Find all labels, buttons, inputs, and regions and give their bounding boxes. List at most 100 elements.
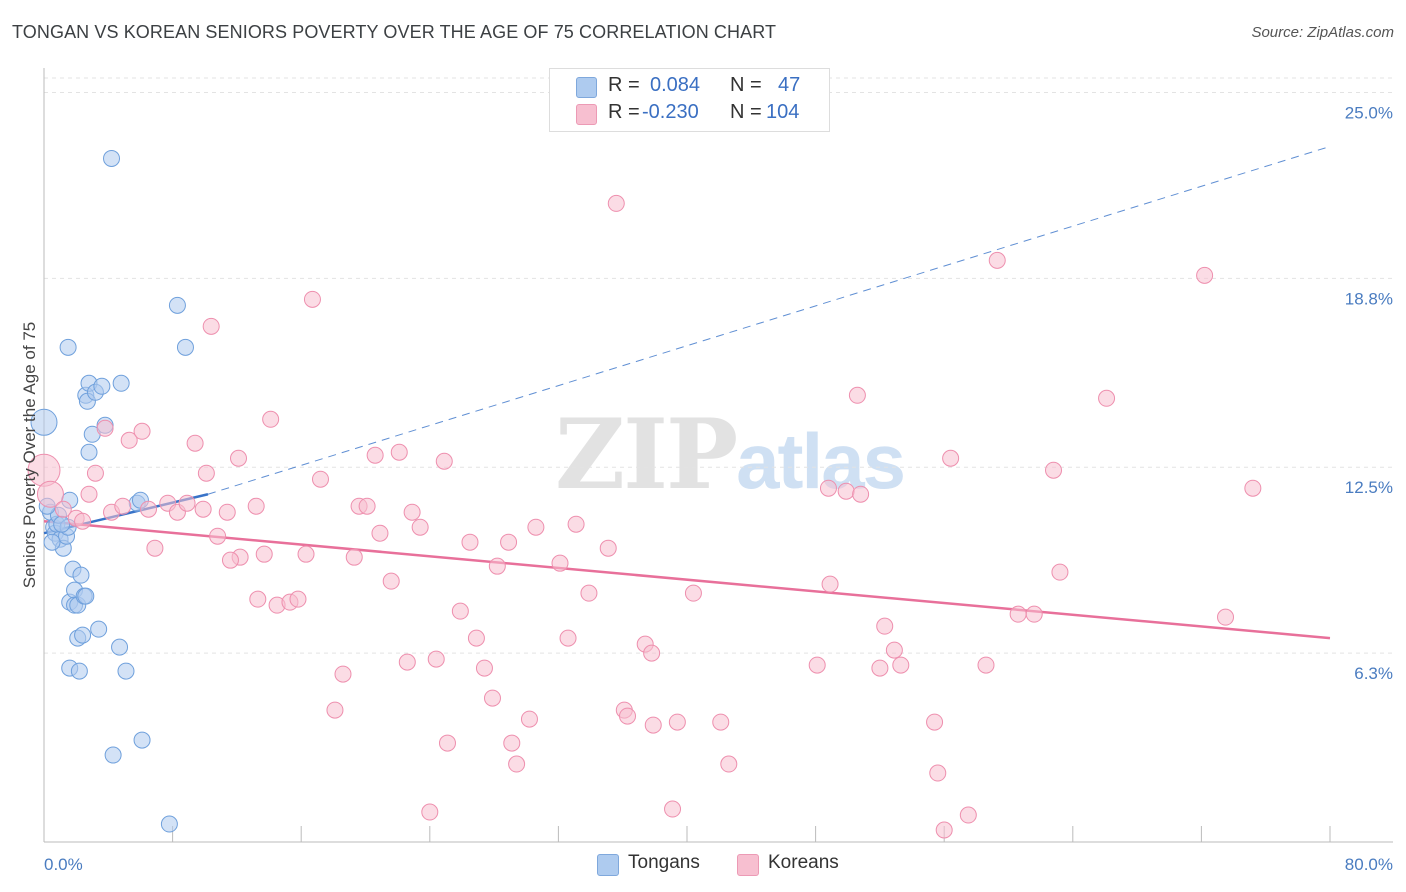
point-koreans	[262, 410, 280, 428]
point-koreans	[942, 449, 960, 467]
point-tongans	[103, 149, 121, 167]
point-koreans	[559, 629, 577, 647]
legend-swatch-tongans	[576, 77, 597, 98]
point-koreans	[86, 464, 104, 482]
point-koreans	[959, 806, 977, 824]
point-koreans	[926, 713, 944, 731]
point-koreans	[720, 755, 738, 773]
point-koreans	[438, 734, 456, 752]
point-tongans	[111, 638, 129, 656]
point-koreans	[54, 500, 72, 518]
y-tick-label: 6.3%	[1354, 664, 1393, 683]
point-koreans	[503, 734, 521, 752]
legend-n-label: N =	[730, 74, 762, 96]
point-koreans	[303, 290, 321, 308]
tick-labels: 6.3% 12.5% 18.8% 25.0% 0.0% 80.0%	[44, 103, 1393, 874]
bottom-legend-label-koreans: Koreans	[768, 852, 839, 873]
y-tick-label: 12.5%	[1345, 478, 1393, 497]
point-tongans	[168, 296, 186, 314]
point-tongans	[74, 626, 92, 644]
legend-n-value: 47	[778, 74, 801, 96]
point-koreans	[146, 539, 164, 557]
legend-r-label: R =	[608, 74, 640, 96]
point-koreans	[345, 548, 363, 566]
point-koreans	[197, 464, 215, 482]
point-koreans	[427, 650, 445, 668]
point-koreans	[202, 317, 220, 335]
point-koreans	[114, 497, 132, 515]
chart-title: TONGAN VS KOREAN SENIORS POVERTY OVER TH…	[12, 22, 777, 42]
y-axis-label: Seniors Poverty Over the Age of 75	[20, 322, 39, 588]
x-tick-label-max: 80.0%	[1345, 855, 1393, 874]
point-koreans	[475, 659, 493, 677]
point-koreans	[421, 803, 439, 821]
point-koreans	[1009, 605, 1027, 623]
point-koreans	[567, 515, 585, 533]
point-koreans	[520, 710, 538, 728]
point-koreans	[619, 707, 637, 725]
grid-lines	[44, 77, 1393, 654]
point-koreans	[643, 644, 661, 662]
point-tongans	[176, 338, 194, 356]
point-koreans	[255, 545, 273, 563]
point-koreans	[664, 800, 682, 818]
point-tongans	[90, 620, 108, 638]
point-koreans	[1098, 389, 1116, 407]
point-koreans	[411, 518, 429, 536]
legend-swatch-koreans	[576, 104, 597, 125]
legend-r-value: -0.230	[642, 101, 699, 123]
watermark: ZIPatlas	[555, 398, 906, 511]
point-koreans	[977, 656, 995, 674]
point-koreans	[935, 821, 953, 839]
point-koreans	[289, 590, 307, 608]
point-koreans	[580, 584, 598, 602]
point-koreans	[390, 443, 408, 461]
point-koreans	[311, 470, 329, 488]
point-koreans	[821, 575, 839, 593]
bottom-legend-label-tongans: Tongans	[628, 852, 700, 873]
point-koreans	[36, 480, 64, 508]
point-koreans	[249, 590, 267, 608]
point-koreans	[852, 485, 870, 503]
point-koreans	[221, 551, 239, 569]
bottom-legend-swatch-tongans	[597, 854, 619, 876]
point-koreans	[461, 533, 479, 551]
legend-r-label: R =	[608, 101, 640, 123]
x-tick-label-min: 0.0%	[44, 855, 83, 874]
point-koreans	[508, 755, 526, 773]
point-koreans	[644, 716, 662, 734]
point-koreans	[819, 479, 837, 497]
point-tongans	[72, 566, 90, 584]
point-koreans	[1244, 479, 1262, 497]
point-koreans	[1025, 605, 1043, 623]
point-koreans	[334, 665, 352, 683]
point-koreans	[848, 386, 866, 404]
point-koreans	[885, 641, 903, 659]
point-koreans	[398, 653, 416, 671]
point-tongans	[43, 533, 61, 551]
point-koreans	[551, 554, 569, 572]
legend: R = 0.084 N = 47 R = -0.230 N = 104	[549, 68, 830, 132]
point-koreans	[435, 452, 453, 470]
point-tongans	[93, 377, 111, 395]
point-koreans	[194, 500, 212, 518]
point-koreans	[218, 503, 236, 521]
legend-n-value: 104	[766, 101, 800, 123]
point-koreans	[358, 497, 376, 515]
point-tongans	[80, 443, 98, 461]
point-koreans	[74, 512, 92, 530]
legend-n-label: N =	[730, 101, 762, 123]
point-koreans	[186, 434, 204, 452]
point-tongans	[160, 815, 178, 833]
point-tongans	[30, 408, 58, 436]
point-koreans	[871, 659, 889, 677]
point-koreans	[139, 500, 157, 518]
point-koreans	[488, 557, 506, 575]
point-koreans	[527, 518, 545, 536]
point-koreans	[209, 527, 227, 545]
legend-row-tongans: R = 0.084 N = 47	[550, 74, 829, 100]
trend-line-koreans	[43, 519, 1331, 640]
point-koreans	[133, 422, 151, 440]
bottom-legend-swatch-koreans	[737, 854, 759, 876]
point-koreans	[297, 545, 315, 563]
